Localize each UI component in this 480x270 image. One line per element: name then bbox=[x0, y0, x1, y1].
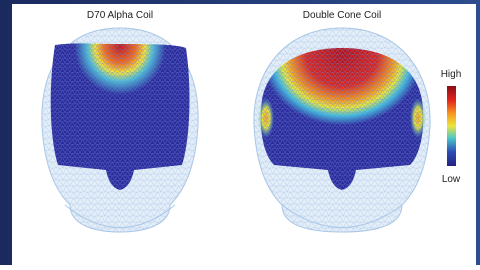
colorbar-high-label: High bbox=[441, 69, 462, 80]
panel-title: Double Cone Coil bbox=[303, 10, 381, 21]
colorbar-low-label: Low bbox=[442, 174, 461, 185]
head-right bbox=[254, 28, 430, 232]
figure: D70 Alpha Coil Double Cone Coil High Low bbox=[0, 0, 480, 265]
panel-title: D70 Alpha Coil bbox=[87, 10, 153, 21]
colorbar bbox=[447, 86, 456, 166]
